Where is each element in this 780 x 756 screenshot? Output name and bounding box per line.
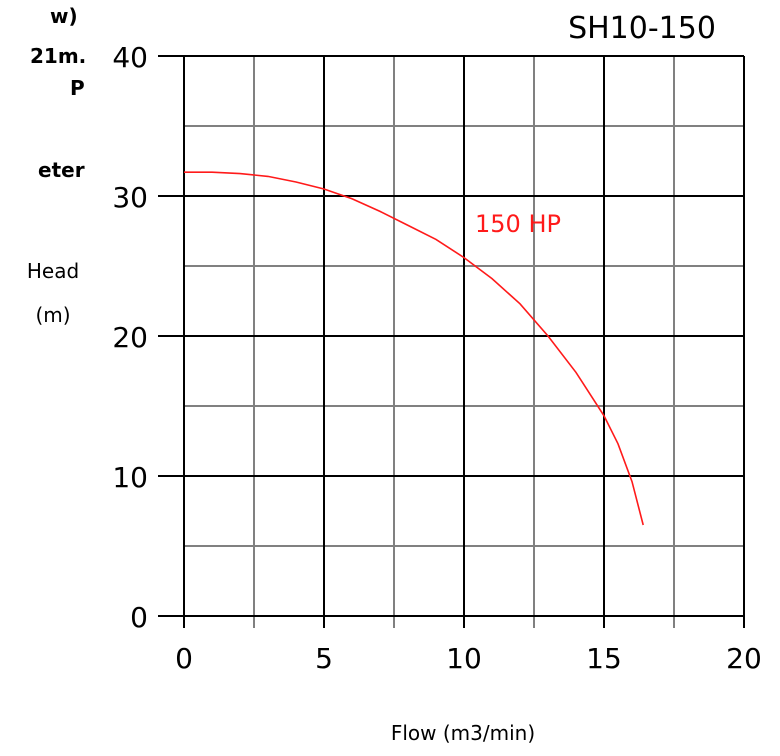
x-tick-label: 5 xyxy=(315,642,333,675)
chart-title: SH10-150 xyxy=(568,11,716,46)
x-axis-label: Flow (m3/min) xyxy=(391,721,535,745)
side-text-line: w) xyxy=(50,4,78,28)
x-tick-label: 0 xyxy=(175,642,193,675)
y-tick-label: 40 xyxy=(112,41,148,74)
side-text: w) 21m. P eter xyxy=(0,0,90,200)
y-axis-label: Head xyxy=(27,259,79,283)
y-tick-label: 30 xyxy=(112,181,148,214)
axis-ticks: 0 5 10 15 20 0 10 20 30 40 xyxy=(112,41,761,675)
y-axis-unit: (m) xyxy=(35,303,70,327)
side-text-line: eter xyxy=(38,158,85,182)
side-text-line: 21m. xyxy=(30,44,87,68)
x-tick-label: 10 xyxy=(446,642,482,675)
series-label: 150 HP xyxy=(475,210,561,238)
series-group xyxy=(184,171,644,526)
x-tick-label: 15 xyxy=(586,642,622,675)
y-tick-label: 20 xyxy=(112,321,148,354)
series-line xyxy=(184,171,644,526)
grid xyxy=(158,55,745,628)
y-tick-label: 10 xyxy=(112,461,148,494)
side-text-line: P xyxy=(70,76,85,100)
x-tick-label: 20 xyxy=(726,642,762,675)
y-tick-label: 0 xyxy=(130,601,148,634)
